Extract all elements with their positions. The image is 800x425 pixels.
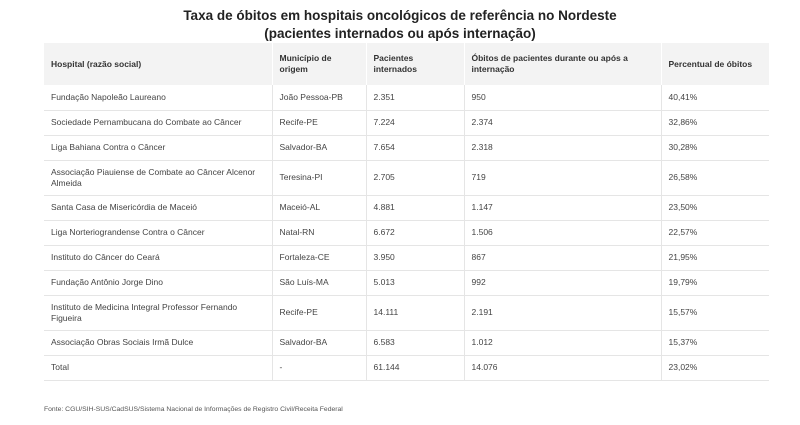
cell-municipio: São Luís-MA bbox=[271, 270, 366, 296]
table-row: Sociedade Pernambucana do Combate ao Cân… bbox=[44, 110, 769, 136]
cell-municipio: - bbox=[271, 355, 366, 381]
cell-obitos: 867 bbox=[463, 245, 661, 271]
cell-percentual: 21,95% bbox=[660, 245, 769, 271]
cell-hospital: Fundação Antônio Jorge Dino bbox=[44, 270, 272, 296]
cell-pacientes: 6.583 bbox=[365, 330, 464, 356]
cell-percentual: 15,37% bbox=[660, 330, 769, 356]
header-percentual: Percentual de óbitos bbox=[661, 43, 770, 85]
cell-hospital: Associação Obras Sociais Irmã Dulce bbox=[44, 330, 272, 356]
cell-percentual: 15,57% bbox=[660, 295, 769, 331]
cell-obitos: 1.012 bbox=[463, 330, 661, 356]
cell-municipio: Maceió-AL bbox=[271, 195, 366, 221]
cell-pacientes: 3.950 bbox=[365, 245, 464, 271]
table-row: Liga Bahiana Contra o Câncer Salvador-BA… bbox=[44, 135, 769, 161]
cell-hospital: Associação Piauiense de Combate ao Cânce… bbox=[44, 160, 272, 196]
cell-municipio: João Pessoa-PB bbox=[271, 85, 366, 111]
header-hospital: Hospital (razão social) bbox=[44, 43, 273, 85]
cell-pacientes: 4.881 bbox=[365, 195, 464, 221]
cell-municipio: Recife-PE bbox=[271, 295, 366, 331]
table-row: Associação Obras Sociais Irmã Dulce Salv… bbox=[44, 330, 769, 356]
data-table-container: Hospital (razão social) Município de ori… bbox=[44, 43, 770, 381]
cell-hospital: Instituto do Câncer do Ceará bbox=[44, 245, 272, 271]
cell-pacientes: 2.705 bbox=[365, 160, 464, 196]
cell-municipio: Salvador-BA bbox=[271, 135, 366, 161]
cell-municipio: Natal-RN bbox=[271, 220, 366, 246]
cell-percentual: 30,28% bbox=[660, 135, 769, 161]
cell-pacientes: 6.672 bbox=[365, 220, 464, 246]
cell-percentual: 26,58% bbox=[660, 160, 769, 196]
title-line-2: (pacientes internados ou após internação… bbox=[264, 26, 536, 41]
table-row: Fundação Antônio Jorge Dino São Luís-MA … bbox=[44, 270, 769, 296]
cell-obitos: 1.506 bbox=[463, 220, 661, 246]
cell-obitos: 1.147 bbox=[463, 195, 661, 221]
header-pacientes: Pacientes internados bbox=[366, 43, 465, 85]
table-row: Instituto do Câncer do Ceará Fortaleza-C… bbox=[44, 245, 769, 271]
table-row: Fundação Napoleão Laureano João Pessoa-P… bbox=[44, 85, 769, 111]
header-municipio: Município de origem bbox=[272, 43, 367, 85]
cell-hospital: Liga Norteriograndense Contra o Câncer bbox=[44, 220, 272, 246]
cell-obitos: 2.318 bbox=[463, 135, 661, 161]
header-obitos: Óbitos de pacientes durante ou após a in… bbox=[464, 43, 662, 85]
cell-obitos: 950 bbox=[463, 85, 661, 111]
cell-obitos: 2.191 bbox=[463, 295, 661, 331]
cell-pacientes: 7.654 bbox=[365, 135, 464, 161]
cell-pacientes: 7.224 bbox=[365, 110, 464, 136]
source-footnote: Fonte: CGU/SIH-SUS/CadSUS/Sistema Nacion… bbox=[44, 406, 343, 413]
table-row: Associação Piauiense de Combate ao Cânce… bbox=[44, 160, 769, 196]
cell-municipio: Salvador-BA bbox=[271, 330, 366, 356]
cell-percentual: 23,02% bbox=[660, 355, 769, 381]
table-title: Taxa de óbitos em hospitais oncológicos … bbox=[0, 7, 800, 43]
table-row: Instituto de Medicina Integral Professor… bbox=[44, 295, 769, 331]
cell-percentual: 32,86% bbox=[660, 110, 769, 136]
cell-percentual: 22,57% bbox=[660, 220, 769, 246]
cell-hospital: Fundação Napoleão Laureano bbox=[44, 85, 272, 111]
cell-municipio: Teresina-PI bbox=[271, 160, 366, 196]
cell-obitos: 2.374 bbox=[463, 110, 661, 136]
cell-municipio: Fortaleza-CE bbox=[271, 245, 366, 271]
cell-pacientes: 5.013 bbox=[365, 270, 464, 296]
cell-hospital: Santa Casa de Misericórdia de Maceió bbox=[44, 195, 272, 221]
table-row: Liga Norteriograndense Contra o Câncer N… bbox=[44, 220, 769, 246]
cell-hospital: Total bbox=[44, 355, 272, 381]
cell-pacientes: 2.351 bbox=[365, 85, 464, 111]
table-header-row: Hospital (razão social) Município de ori… bbox=[44, 43, 770, 85]
cell-percentual: 23,50% bbox=[660, 195, 769, 221]
data-table: Hospital (razão social) Município de ori… bbox=[44, 43, 770, 381]
cell-obitos: 992 bbox=[463, 270, 661, 296]
cell-municipio: Recife-PE bbox=[271, 110, 366, 136]
cell-hospital: Instituto de Medicina Integral Professor… bbox=[44, 295, 272, 331]
cell-pacientes: 14.111 bbox=[365, 295, 464, 331]
title-line-1: Taxa de óbitos em hospitais oncológicos … bbox=[183, 8, 617, 23]
table-row: Santa Casa de Misericórdia de Maceió Mac… bbox=[44, 195, 769, 221]
cell-hospital: Liga Bahiana Contra o Câncer bbox=[44, 135, 272, 161]
cell-hospital: Sociedade Pernambucana do Combate ao Cân… bbox=[44, 110, 272, 136]
cell-obitos: 14.076 bbox=[463, 355, 661, 381]
cell-percentual: 19,79% bbox=[660, 270, 769, 296]
table-row-total: Total - 61.144 14.076 23,02% bbox=[44, 355, 769, 381]
cell-pacientes: 61.144 bbox=[365, 355, 464, 381]
cell-obitos: 719 bbox=[463, 160, 661, 196]
cell-percentual: 40,41% bbox=[660, 85, 769, 111]
